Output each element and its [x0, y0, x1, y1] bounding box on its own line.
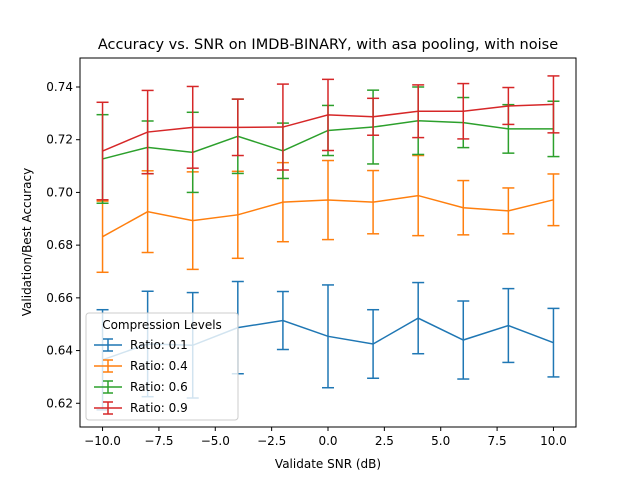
series-line	[102, 103, 554, 152]
x-axis-label: Validate SNR (dB)	[275, 457, 381, 471]
legend-item: Ratio: 0.4	[94, 359, 188, 373]
y-axis-label: Validation/Best Accuracy	[20, 168, 34, 316]
x-tick-label: 5.0	[431, 434, 450, 448]
x-tick-label: 7.5	[488, 434, 507, 448]
x-tick-label: −7.5	[144, 434, 173, 448]
series-ratio-0-4	[96, 154, 560, 274]
x-tick-label: 2.5	[375, 434, 394, 448]
x-tick-label: 10.0	[540, 434, 567, 448]
legend-label: Ratio: 0.6	[130, 380, 188, 394]
legend-item: Ratio: 0.1	[94, 338, 188, 352]
y-tick-label: 0.70	[46, 185, 73, 199]
x-tick-label: 0.0	[318, 434, 337, 448]
legend-label: Ratio: 0.9	[130, 401, 188, 415]
series-ratio-0-9	[96, 75, 560, 201]
legend-box	[85, 312, 239, 421]
x-tick-label: −5.0	[201, 434, 230, 448]
chart-title: Accuracy vs. SNR on IMDB-BINARY, with as…	[98, 37, 558, 53]
legend-title: Compression Levels	[102, 318, 222, 332]
y-tick-label: 0.64	[46, 344, 73, 358]
legend-item: Ratio: 0.6	[94, 380, 188, 394]
x-tick-label: −10.0	[84, 434, 121, 448]
y-tick-label: 0.62	[46, 396, 73, 410]
axes-frame	[79, 57, 577, 428]
x-tick-label: −2.5	[257, 434, 286, 448]
y-axis-ticks: 0.62 0.64 0.66 0.68 0.70 0.72 0.74	[46, 80, 80, 410]
legend: Compression Levels Ratio: 0.1 Ratio: 0.4 Ra…	[85, 312, 239, 421]
series-line	[102, 194, 554, 238]
legend-item: Ratio: 0.9	[94, 401, 188, 415]
y-tick-label: 0.72	[46, 133, 73, 147]
x-axis-ticks: −10.0 −7.5 −5.0 −2.5 0.0 2.5 5.0 7.5 10.0	[84, 427, 567, 448]
y-tick-label: 0.74	[46, 80, 73, 94]
y-tick-label: 0.66	[46, 291, 73, 305]
legend-label: Ratio: 0.4	[130, 359, 188, 373]
y-tick-label: 0.68	[46, 238, 73, 252]
legend-label: Ratio: 0.1	[130, 338, 188, 352]
